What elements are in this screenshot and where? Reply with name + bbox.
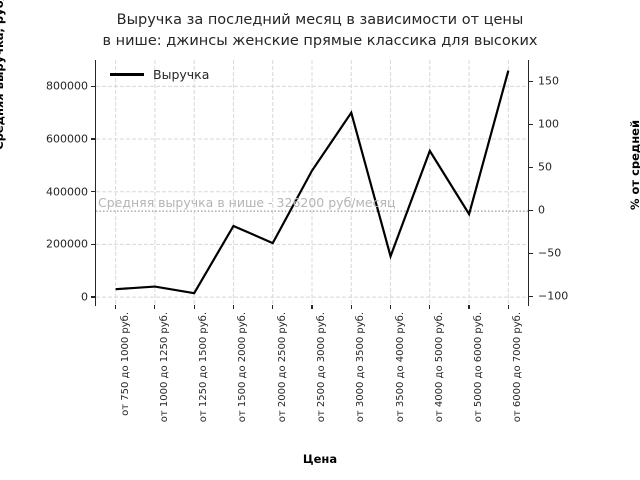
x-axis-tick-label: от 1250 до 1500 руб.	[198, 312, 210, 423]
chart-legend: Выручка	[104, 64, 215, 85]
y-axis-right-tick-mark	[528, 166, 533, 169]
x-axis-tick-mark	[232, 305, 235, 309]
y-axis-right-spine	[528, 60, 530, 306]
average-annotation: Средняя выручка в нише - 326200 руб/меся…	[98, 195, 396, 211]
x-axis-tick-label: от 1500 до 2000 руб.	[237, 312, 249, 423]
y-axis-right-tick-mark	[528, 295, 533, 297]
chart-title-line-1: Выручка за последний месяц в зависимости…	[116, 12, 524, 28]
chart-title-line-2: в нише: джинсы женские прямые классика д…	[102, 33, 538, 50]
y-axis-left-label: Средняя выручка, руб/месяц	[0, 0, 6, 150]
x-axis-tick-mark	[389, 305, 392, 309]
y-axis-right-tick-label: 100	[538, 117, 559, 131]
x-axis-tick-label: от 4000 до 5000 руб.	[433, 312, 445, 423]
y-axis-right-tick-label: 0	[538, 203, 545, 217]
y-axis-left-tick-label: 0	[81, 290, 88, 304]
y-axis-left-tick-mark	[91, 85, 96, 87]
x-axis-tick-mark	[154, 305, 156, 309]
y-axis-right-tick-label: −50	[538, 246, 562, 260]
x-axis-tick-mark	[350, 305, 352, 309]
series-layer	[115, 70, 510, 295]
y-axis-left-tick-label: 800000	[46, 79, 88, 93]
x-axis-tick-mark	[429, 305, 431, 309]
gridlines	[96, 60, 528, 305]
x-axis-tick-label: от 5000 до 6000 руб.	[473, 312, 485, 423]
x-axis-tick-label: от 750 до 1000 руб.	[119, 312, 131, 416]
x-axis-tick-mark	[272, 305, 274, 309]
y-axis-right-tick-label: −100	[538, 289, 569, 303]
y-axis-left-tick-mark	[91, 296, 96, 298]
y-axis-left-spine	[95, 60, 97, 306]
x-axis-tick-label: от 2500 до 3000 руб.	[316, 312, 327, 423]
y-axis-left-tick-mark	[91, 138, 96, 140]
x-axis-tick-label: от 3000 до 3500 руб.	[355, 312, 367, 423]
y-axis-right-tick-mark	[528, 252, 533, 254]
x-axis-tick-mark	[507, 305, 509, 309]
y-axis-left-tick-label: 400000	[46, 185, 88, 199]
chart-title: Выручка за последний месяц в зависимости…	[0, 10, 640, 52]
legend-line-icon	[110, 73, 144, 76]
plot-area	[96, 60, 528, 305]
x-axis-tick-label: от 6000 до 7000 руб.	[512, 312, 524, 423]
x-axis-tick-mark	[468, 305, 470, 309]
x-axis-tick-label: от 3500 до 4000 руб.	[394, 312, 406, 423]
x-axis-tick-mark	[115, 305, 117, 309]
x-axis-tick-mark	[311, 305, 313, 309]
legend-label-revenue: Выручка	[153, 67, 210, 82]
x-axis-label: Цена	[302, 452, 338, 466]
x-axis-tick-label: от 2000 до 2500 руб.	[276, 312, 288, 423]
x-axis-tick-mark	[193, 305, 195, 309]
y-axis-left-tick-mark	[91, 191, 96, 193]
x-axis-tick-label: от 1000 до 1250 руб.	[158, 312, 170, 423]
y-axis-right-label: % от средней	[628, 119, 640, 210]
y-axis-right-tick-mark	[528, 209, 533, 212]
y-axis-right-tick-label: 150	[538, 74, 559, 88]
y-axis-right-tick-mark	[528, 80, 533, 83]
y-axis-left-tick-label: 600000	[46, 132, 88, 146]
y-axis-right-tick-label: 50	[538, 160, 552, 174]
y-axis-left-tick-label: 200000	[46, 237, 88, 251]
y-axis-right-tick-mark	[528, 123, 533, 126]
y-axis-left-tick-mark	[91, 243, 96, 245]
